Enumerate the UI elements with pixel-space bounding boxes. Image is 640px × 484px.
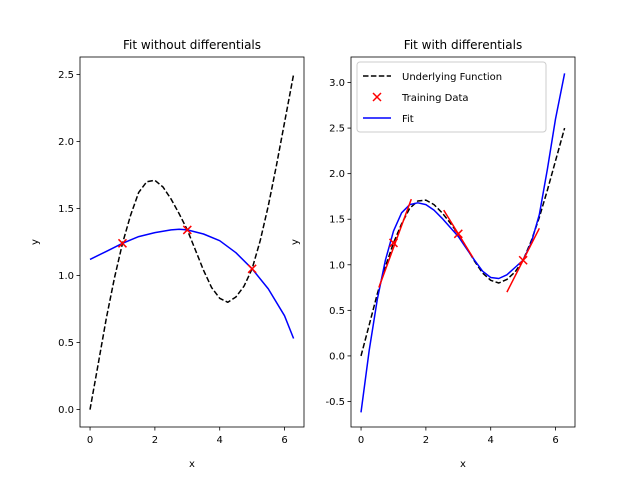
left-y-tick-label: 2.0 <box>58 137 74 148</box>
right-training-point-marker <box>518 255 528 265</box>
left-y-tick-label: 0.5 <box>58 338 74 349</box>
right-x-tick-label: 2 <box>423 435 429 446</box>
legend-label-underlying: Underlying Function <box>402 72 502 83</box>
left-y-tick-label: 1.0 <box>58 271 74 282</box>
left-x-tick-label: 2 <box>152 435 158 446</box>
left-y-axis-label: y <box>30 239 41 245</box>
left-plot-area <box>79 56 305 428</box>
right-y-tick-label: 2.0 <box>329 169 345 180</box>
right-y-tick-label: 0.0 <box>329 351 345 362</box>
left-y-tick-label: 0.0 <box>58 405 74 416</box>
right-y-tick-label: 0.5 <box>329 306 345 317</box>
right-axes-frame <box>350 56 576 428</box>
right-y-tick-label: -0.5 <box>325 397 345 408</box>
right-plot-area <box>350 56 576 428</box>
left-y-tick-label: 2.5 <box>58 70 74 81</box>
left-y-tick-label: 1.5 <box>58 204 74 215</box>
left-chart-title: Fit without differentials <box>123 38 261 52</box>
right-training-point-marker <box>388 238 398 248</box>
left-x-tick-label: 4 <box>217 435 223 446</box>
right-tangent-line <box>378 198 412 288</box>
right-y-tick-label: 1.0 <box>329 260 345 271</box>
legend: Underlying Function Training Data Fit <box>356 61 547 133</box>
right-axis-ticks: 0 2 4 6 -0.5 0.0 0.5 1.0 1.5 2.0 2.5 3.0 <box>325 78 558 446</box>
left-x-axis-label: x <box>189 459 195 470</box>
left-underlying-function-line <box>89 74 295 410</box>
right-x-axis-label: x <box>460 459 466 470</box>
right-y-tick-label: 2.5 <box>329 124 345 135</box>
left-training-point-marker <box>247 264 257 274</box>
left-x-tick-label: 6 <box>281 435 287 446</box>
legend-box <box>356 61 547 133</box>
legend-x-marker-icon <box>372 92 382 102</box>
left-training-point-marker <box>117 238 127 248</box>
right-x-tick-label: 6 <box>552 435 558 446</box>
right-x-tick-label: 0 <box>358 435 364 446</box>
left-training-point-marker <box>182 225 192 235</box>
legend-label-training: Training Data <box>401 93 469 104</box>
right-x-tick-label: 4 <box>488 435 494 446</box>
left-chart-panel: Fit without differentials x y 0 2 4 6 0.0 0.5… <box>30 38 305 470</box>
legend-label-fit: Fit <box>402 114 414 125</box>
left-axis-ticks: 0 2 4 6 0.0 0.5 1.0 1.5 2.0 2.5 <box>58 70 288 446</box>
right-chart-panel: Fit with differentials x y 0 2 4 6 -0.5 0.0 0.… <box>290 38 576 470</box>
right-training-point-marker <box>453 229 463 239</box>
right-y-axis-label: y <box>290 239 301 245</box>
right-chart-title: Fit with differentials <box>404 38 522 52</box>
right-y-tick-label: 3.0 <box>329 78 345 89</box>
right-y-tick-label: 1.5 <box>329 215 345 226</box>
left-x-tick-label: 0 <box>87 435 93 446</box>
left-axes-frame <box>79 56 305 428</box>
